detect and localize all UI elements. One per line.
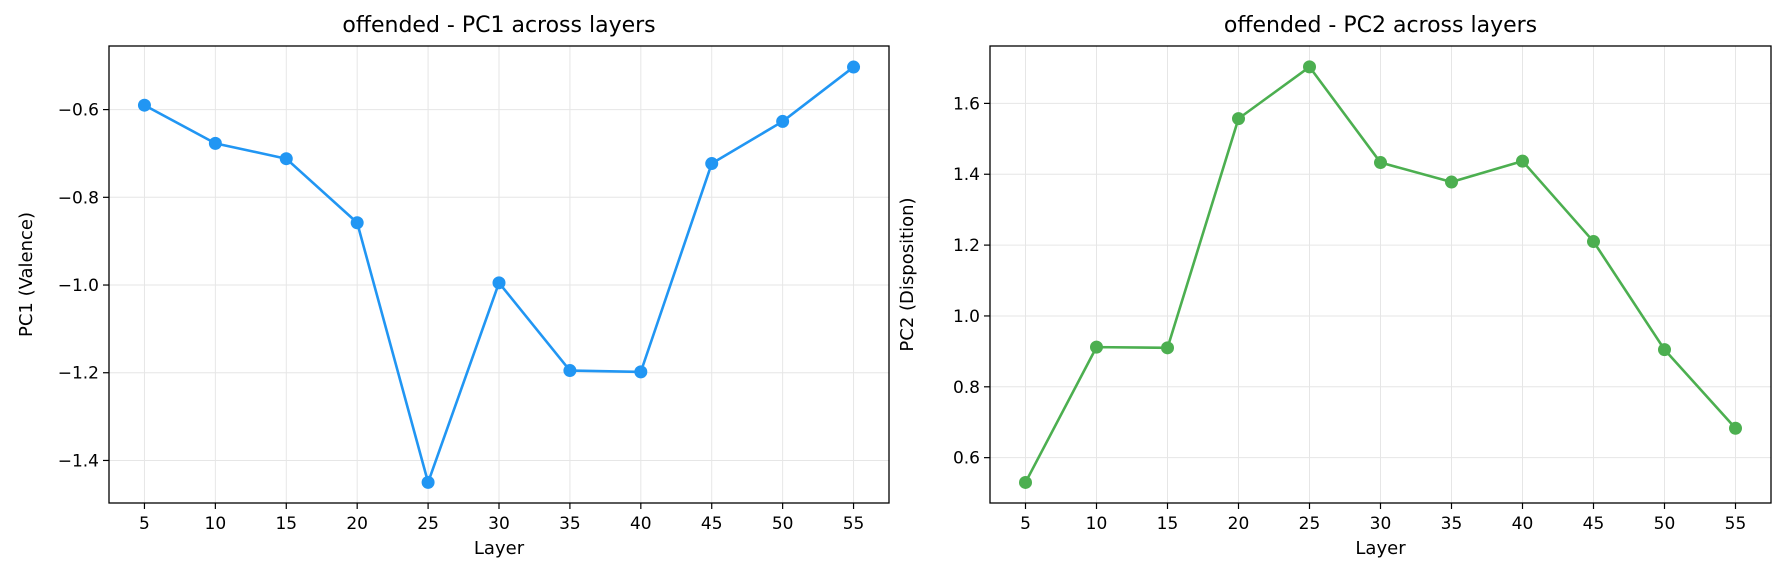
- data-point: [137, 98, 151, 112]
- data-point: [1303, 60, 1316, 74]
- pc1-panel: 5 10 15 20 25 30 35 40 45 50 55 −1.4 −1.2 −1.0 −0.8 −0.…: [16, 13, 890, 559]
- data-point: [1587, 235, 1600, 249]
- data-point: [1445, 175, 1458, 189]
- data-point: [208, 136, 222, 150]
- y-tick-label: −1.2: [58, 364, 99, 384]
- y-tick-label: −0.8: [58, 188, 99, 208]
- x-tick-label: 40: [1512, 514, 1534, 534]
- data-point: [1374, 156, 1387, 170]
- data-point: [634, 365, 648, 379]
- y-axis-label: PC2 (Disposition): [897, 197, 918, 351]
- x-axis-label: Layer: [474, 538, 525, 559]
- y-tick-label: −1.0: [58, 276, 99, 296]
- y-tick-label: −1.4: [58, 451, 99, 471]
- x-tick-label: 45: [1583, 514, 1605, 534]
- x-tick-label: 15: [1157, 514, 1179, 534]
- y-axis-label: PC1 (Valence): [16, 212, 37, 337]
- x-axis-label: Layer: [1355, 538, 1406, 559]
- x-tick-label: 5: [1020, 514, 1031, 534]
- x-tick-label: 10: [1086, 514, 1108, 534]
- y-tick-label: 1.2: [953, 236, 980, 256]
- data-point: [1019, 475, 1032, 489]
- data-point: [350, 216, 364, 230]
- data-point: [1658, 343, 1671, 357]
- x-tick-label: 20: [346, 514, 368, 534]
- x-tick-label: 25: [1299, 514, 1321, 534]
- chart-title: offended - PC1 across layers: [342, 13, 655, 38]
- y-tick-label: 0.8: [953, 378, 980, 398]
- pc2-panel: 5 10 15 20 25 30 35 40 45 50 55 0.6 0.8 1.0 1.2 1.4 1.6 o…: [897, 13, 1772, 559]
- x-tick-label: 50: [772, 514, 794, 534]
- x-tick-label: 45: [701, 514, 723, 534]
- data-point: [492, 276, 506, 290]
- data-point: [1729, 421, 1742, 435]
- x-tick-label: 55: [1725, 514, 1747, 534]
- x-tick-label: 10: [205, 514, 227, 534]
- y-tick-label: −0.6: [58, 101, 99, 121]
- data-point: [421, 475, 435, 489]
- y-tick-label: 1.0: [953, 307, 980, 327]
- data-point: [1161, 341, 1174, 355]
- data-point: [776, 114, 790, 128]
- y-tick-label: 1.4: [953, 165, 980, 185]
- x-tick-label: 35: [559, 514, 581, 534]
- x-tick-label: 25: [417, 514, 439, 534]
- data-point: [1232, 112, 1245, 126]
- x-tick-label: 20: [1228, 514, 1250, 534]
- x-tick-label: 30: [1370, 514, 1392, 534]
- data-point: [1090, 340, 1103, 354]
- chart-title: offended - PC2 across layers: [1224, 13, 1537, 38]
- x-tick-label: 55: [843, 514, 865, 534]
- y-tick-label: 1.6: [953, 94, 980, 114]
- data-point: [847, 60, 861, 74]
- data-point: [1516, 154, 1529, 168]
- x-tick-label: 30: [488, 514, 510, 534]
- x-tick-label: 5: [139, 514, 150, 534]
- y-tick-label: 0.6: [953, 449, 980, 469]
- x-tick-label: 50: [1654, 514, 1676, 534]
- x-tick-label: 15: [275, 514, 297, 534]
- x-tick-label: 40: [630, 514, 652, 534]
- data-point: [563, 364, 577, 378]
- data-point: [279, 152, 293, 166]
- data-point: [705, 157, 719, 171]
- x-tick-label: 35: [1441, 514, 1463, 534]
